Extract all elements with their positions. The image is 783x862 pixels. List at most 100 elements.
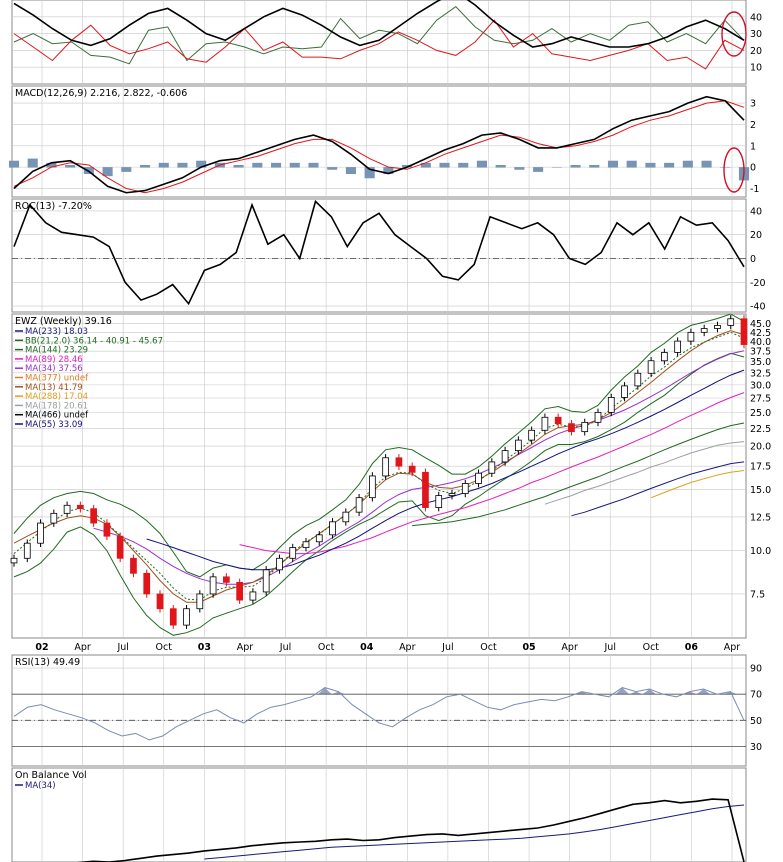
macd-histogram-bar	[196, 160, 207, 168]
x-tick-label: Jul	[279, 642, 291, 653]
price-candle	[541, 416, 549, 431]
price-candle	[10, 557, 18, 564]
price-series-ma-178-	[544, 441, 745, 505]
price-candle	[687, 331, 695, 342]
price-legend-entry: MA(288) 17.04	[25, 392, 88, 402]
price-candle	[209, 576, 217, 595]
price-y-tick: 37.5	[750, 347, 771, 358]
price-series-bb-upper	[13, 313, 745, 578]
price-candle	[554, 416, 562, 425]
price-candle	[700, 328, 708, 333]
macd-histogram-bar	[158, 162, 169, 168]
macd-histogram-bar	[626, 160, 637, 168]
rsi-series-rsi	[13, 687, 745, 741]
price-series-ma-89-	[239, 392, 745, 555]
macd-histogram-bar	[495, 164, 506, 168]
price-candle	[674, 340, 681, 353]
macd-histogram-bar	[682, 160, 693, 168]
price-legend-entry: MA(34) 37.56	[25, 364, 83, 374]
macd-histogram-bar	[720, 167, 731, 168]
price-candle	[488, 461, 496, 474]
price-candle	[130, 557, 137, 574]
macd-histogram-bar	[233, 164, 244, 168]
adx-frame	[11, 0, 747, 85]
macd-y-tick: 1	[750, 141, 756, 152]
price-y-tick: 25.0	[750, 408, 771, 419]
price-y-tick: 7.5	[750, 589, 765, 600]
price-candle	[289, 547, 297, 559]
price-candle	[475, 472, 482, 484]
price-legend-entry: MA(466) undef	[25, 411, 89, 421]
macd-histogram-bar	[289, 162, 300, 168]
macd-annotation-circle	[723, 147, 745, 193]
price-candle	[727, 318, 735, 326]
price-candle	[515, 439, 522, 452]
macd-histogram-bar	[476, 160, 487, 168]
rsi-panel: 90 70 50 30 RSI(13) 49.49	[11, 654, 762, 767]
obv-series-obv	[76, 798, 745, 862]
price-y-tick: 27.5	[750, 394, 771, 405]
price-y-tick: 42.5	[750, 328, 771, 339]
x-tick-label: 03	[198, 642, 211, 653]
macd-y-tick: 2	[750, 120, 756, 131]
macd-histogram-bar	[327, 167, 338, 170]
price-legend-entry: MA(377) undef	[25, 374, 89, 384]
price-candle	[37, 522, 44, 544]
price-series-ma-13-	[13, 330, 745, 603]
x-tick-label: 06	[685, 642, 699, 653]
roc-y-tick: 0	[750, 254, 756, 265]
price-series-ma-34-	[93, 350, 745, 585]
macd-histogram-bar	[514, 167, 525, 170]
macd-histogram-bar	[664, 162, 675, 168]
price-candle	[169, 608, 177, 626]
macd-histogram-bar	[27, 158, 38, 168]
price-candle	[276, 557, 283, 571]
macd-histogram-bar	[551, 167, 562, 168]
adx-y-tick: 30	[750, 29, 762, 40]
price-candle	[501, 450, 509, 463]
roc-y-tick: -40	[750, 302, 766, 313]
price-candle	[223, 576, 230, 583]
price-y-tick: 45.0	[750, 319, 771, 330]
x-tick-label: Jul	[604, 642, 616, 653]
macd-y-tick: 3	[750, 99, 756, 110]
price-candle	[448, 493, 456, 496]
price-candle	[103, 522, 111, 537]
price-y-tick: 30.0	[750, 380, 771, 391]
macd-histogram-bar	[364, 167, 375, 179]
price-candle	[342, 511, 350, 523]
adx-annotation-circle	[721, 11, 747, 57]
obv-title: On Balance Vol	[15, 770, 87, 781]
roc-frame	[11, 198, 747, 313]
price-candle	[50, 512, 58, 524]
price-y-tick: 35.0	[750, 357, 771, 368]
macd-frame	[11, 85, 747, 198]
x-tick-label: Jul	[116, 642, 128, 653]
rsi-y-tick: 50	[750, 716, 762, 727]
macd-histogram-bar	[439, 162, 450, 168]
macd-histogram-bar	[607, 160, 619, 168]
price-candle	[196, 593, 204, 610]
price-legend-entry: MA(178) 20.61	[25, 401, 88, 411]
roc-y-tick: -20	[750, 278, 766, 289]
obv-legend-entry: MA(34)	[25, 781, 56, 791]
price-panel: 45.042.540.037.535.032.530.0 27.5 25.0 22.5…	[10, 313, 771, 639]
price-candle	[90, 508, 97, 524]
macd-histogram-bar	[570, 164, 581, 168]
rsi-y-tick: 90	[750, 664, 762, 675]
price-candle	[528, 429, 535, 441]
roc-series-roc	[13, 199, 745, 306]
macd-histogram-bar	[383, 167, 394, 175]
price-candle	[116, 535, 124, 559]
price-candle	[262, 569, 270, 593]
price-series-bb-middle	[13, 331, 745, 601]
rsi-y-tick: 30	[750, 742, 762, 753]
price-legend-entry: MA(89) 28.46	[25, 355, 83, 365]
price-candle	[382, 457, 389, 477]
price-series-ma-288-	[650, 470, 745, 499]
macd-histogram-bar	[589, 164, 600, 168]
macd-histogram-bar	[533, 167, 544, 172]
macd-histogram-bar	[458, 162, 469, 168]
